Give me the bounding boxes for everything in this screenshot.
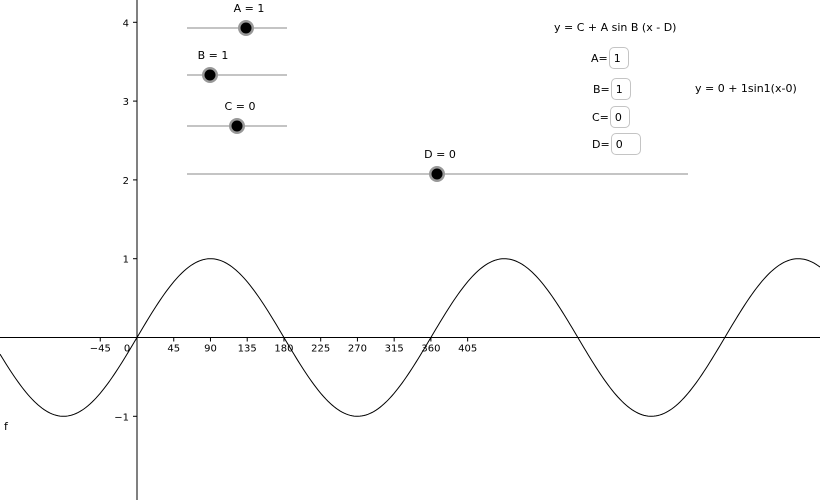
- x-tick-label: 0: [124, 344, 130, 355]
- slider-b-knob[interactable]: [204, 69, 216, 81]
- x-tick-label: −45: [90, 344, 111, 355]
- sine-curve[interactable]: [0, 258, 820, 417]
- x-tick-label: 405: [458, 344, 477, 355]
- input-c-field[interactable]: [609, 106, 630, 128]
- input-a-field[interactable]: [608, 47, 629, 69]
- slider-b[interactable]: B = 1: [187, 49, 287, 83]
- input-d-label: D=: [592, 137, 610, 151]
- slider-a[interactable]: A = 1: [187, 2, 287, 36]
- slider-b-label: B = 1: [198, 49, 229, 62]
- slider-a-knob[interactable]: [240, 22, 252, 34]
- slider-d-label: D = 0: [424, 148, 456, 161]
- slider-d[interactable]: D = 0: [187, 148, 688, 182]
- input-d-field[interactable]: [610, 133, 641, 155]
- x-tick-label: 180: [274, 344, 293, 355]
- x-tick-label: 315: [385, 344, 404, 355]
- input-row-a: A=: [591, 47, 629, 69]
- x-tick-label: 135: [238, 344, 257, 355]
- slider-c-label: C = 0: [225, 100, 256, 113]
- y-tick-label: 2: [123, 176, 129, 187]
- input-c-label: C=: [592, 110, 609, 124]
- y-tick-group: 4 3 2 1 −1: [114, 18, 137, 423]
- general-formula: y = C + A sin B (x - D): [554, 21, 677, 34]
- x-tick-group: −45 0 45 90 135 180 225 270 315 360 405: [90, 337, 477, 355]
- y-tick-label: −1: [114, 412, 129, 423]
- current-formula: y = 0 + 1sin1(x-0): [695, 82, 797, 95]
- x-tick-label: 270: [348, 344, 367, 355]
- curve-label: f: [4, 420, 9, 433]
- slider-a-label: A = 1: [234, 2, 265, 15]
- x-tick-label: 360: [421, 344, 440, 355]
- x-tick-label: 45: [167, 344, 180, 355]
- slider-c-knob[interactable]: [231, 120, 243, 132]
- x-tick-label: 90: [204, 344, 217, 355]
- input-row-d: D=: [592, 133, 641, 155]
- input-b-label: B=: [593, 82, 610, 96]
- x-tick-label: 225: [311, 344, 330, 355]
- input-row-b: B=: [593, 78, 631, 100]
- slider-d-knob[interactable]: [431, 168, 443, 180]
- y-tick-label: 3: [123, 97, 129, 108]
- input-row-c: C=: [592, 106, 630, 128]
- input-a-label: A=: [591, 51, 608, 65]
- y-tick-label: 1: [123, 255, 129, 266]
- input-b-field[interactable]: [610, 78, 631, 100]
- slider-c[interactable]: C = 0: [187, 100, 287, 134]
- y-tick-label: 4: [123, 18, 129, 29]
